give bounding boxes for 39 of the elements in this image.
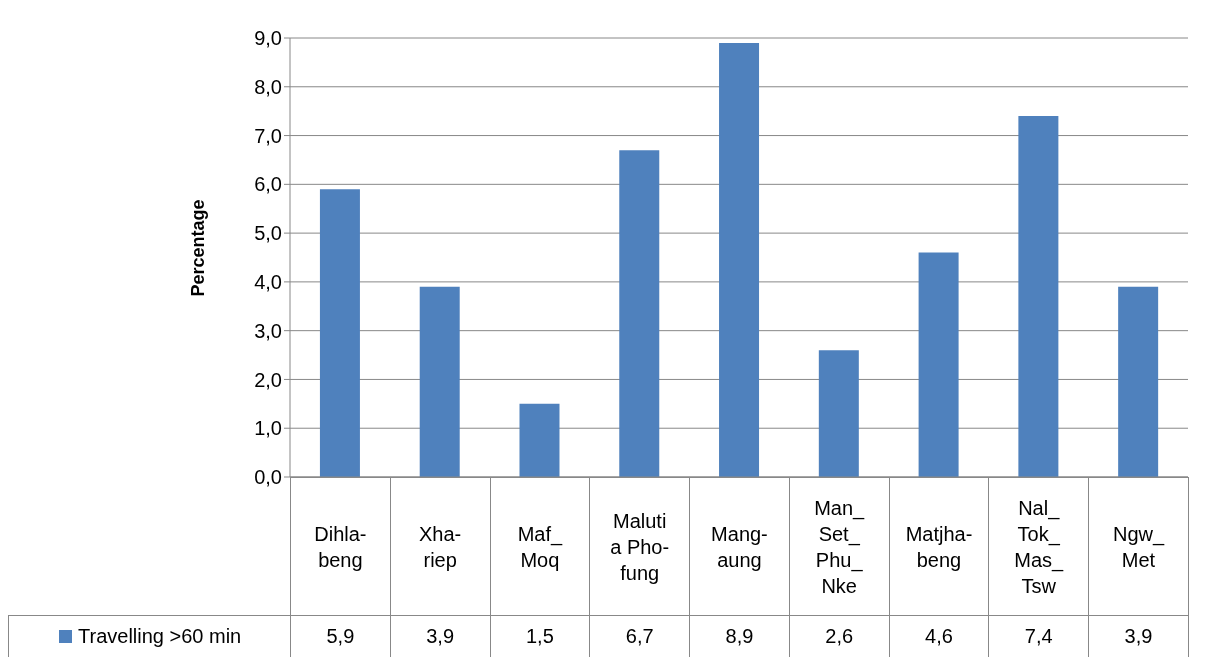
legend-label: Travelling >60 min xyxy=(78,625,242,647)
x-tick-label: Mang-aung xyxy=(710,521,769,573)
bar xyxy=(419,286,460,477)
bar xyxy=(1118,286,1159,477)
bar xyxy=(319,189,360,477)
bar xyxy=(818,350,859,477)
x-tick-label: Dihla-beng xyxy=(313,521,368,573)
data-label: 1,5 xyxy=(490,615,590,657)
x-tick-label: Matjha-beng xyxy=(904,521,974,573)
x-tick-label: Man_Set_Phu_Nke xyxy=(813,495,866,599)
data-label: 3,9 xyxy=(390,615,491,657)
bar xyxy=(1018,116,1059,477)
y-tick-label: 1,0 xyxy=(254,417,282,440)
data-label: 2,6 xyxy=(789,615,890,657)
x-tick-label: Nal_Tok_Mas_Tsw xyxy=(1013,495,1065,599)
data-label: 4,6 xyxy=(889,615,989,657)
x-tick-label: Maluti a Pho-fung xyxy=(609,508,671,586)
y-tick-label: 5,0 xyxy=(254,222,282,245)
x-tick-label: Maf_Moq xyxy=(516,521,564,573)
y-tick-label: 8,0 xyxy=(254,75,282,98)
y-tick-label: 9,0 xyxy=(254,27,282,50)
y-tick-label: 2,0 xyxy=(254,368,282,391)
y-tick-label: 7,0 xyxy=(254,124,282,147)
data-label: 7,4 xyxy=(988,615,1089,657)
bar xyxy=(519,403,560,477)
x-tick-label: Xha-riep xyxy=(418,521,463,573)
x-tick-label: Ngw_Met xyxy=(1111,521,1166,573)
data-label: 5,9 xyxy=(290,615,391,657)
y-tick-label: 0,0 xyxy=(254,466,282,489)
y-tick-label: 6,0 xyxy=(254,173,282,196)
data-label: 8,9 xyxy=(689,615,790,657)
data-label: 3,9 xyxy=(1088,615,1189,657)
bar xyxy=(619,150,660,477)
data-label: 6,7 xyxy=(589,615,690,657)
y-axis-title: Percentage xyxy=(187,199,209,297)
bar xyxy=(918,252,959,477)
bar xyxy=(719,42,760,477)
y-tick-label: 4,0 xyxy=(254,270,282,293)
y-tick-label: 3,0 xyxy=(254,319,282,342)
